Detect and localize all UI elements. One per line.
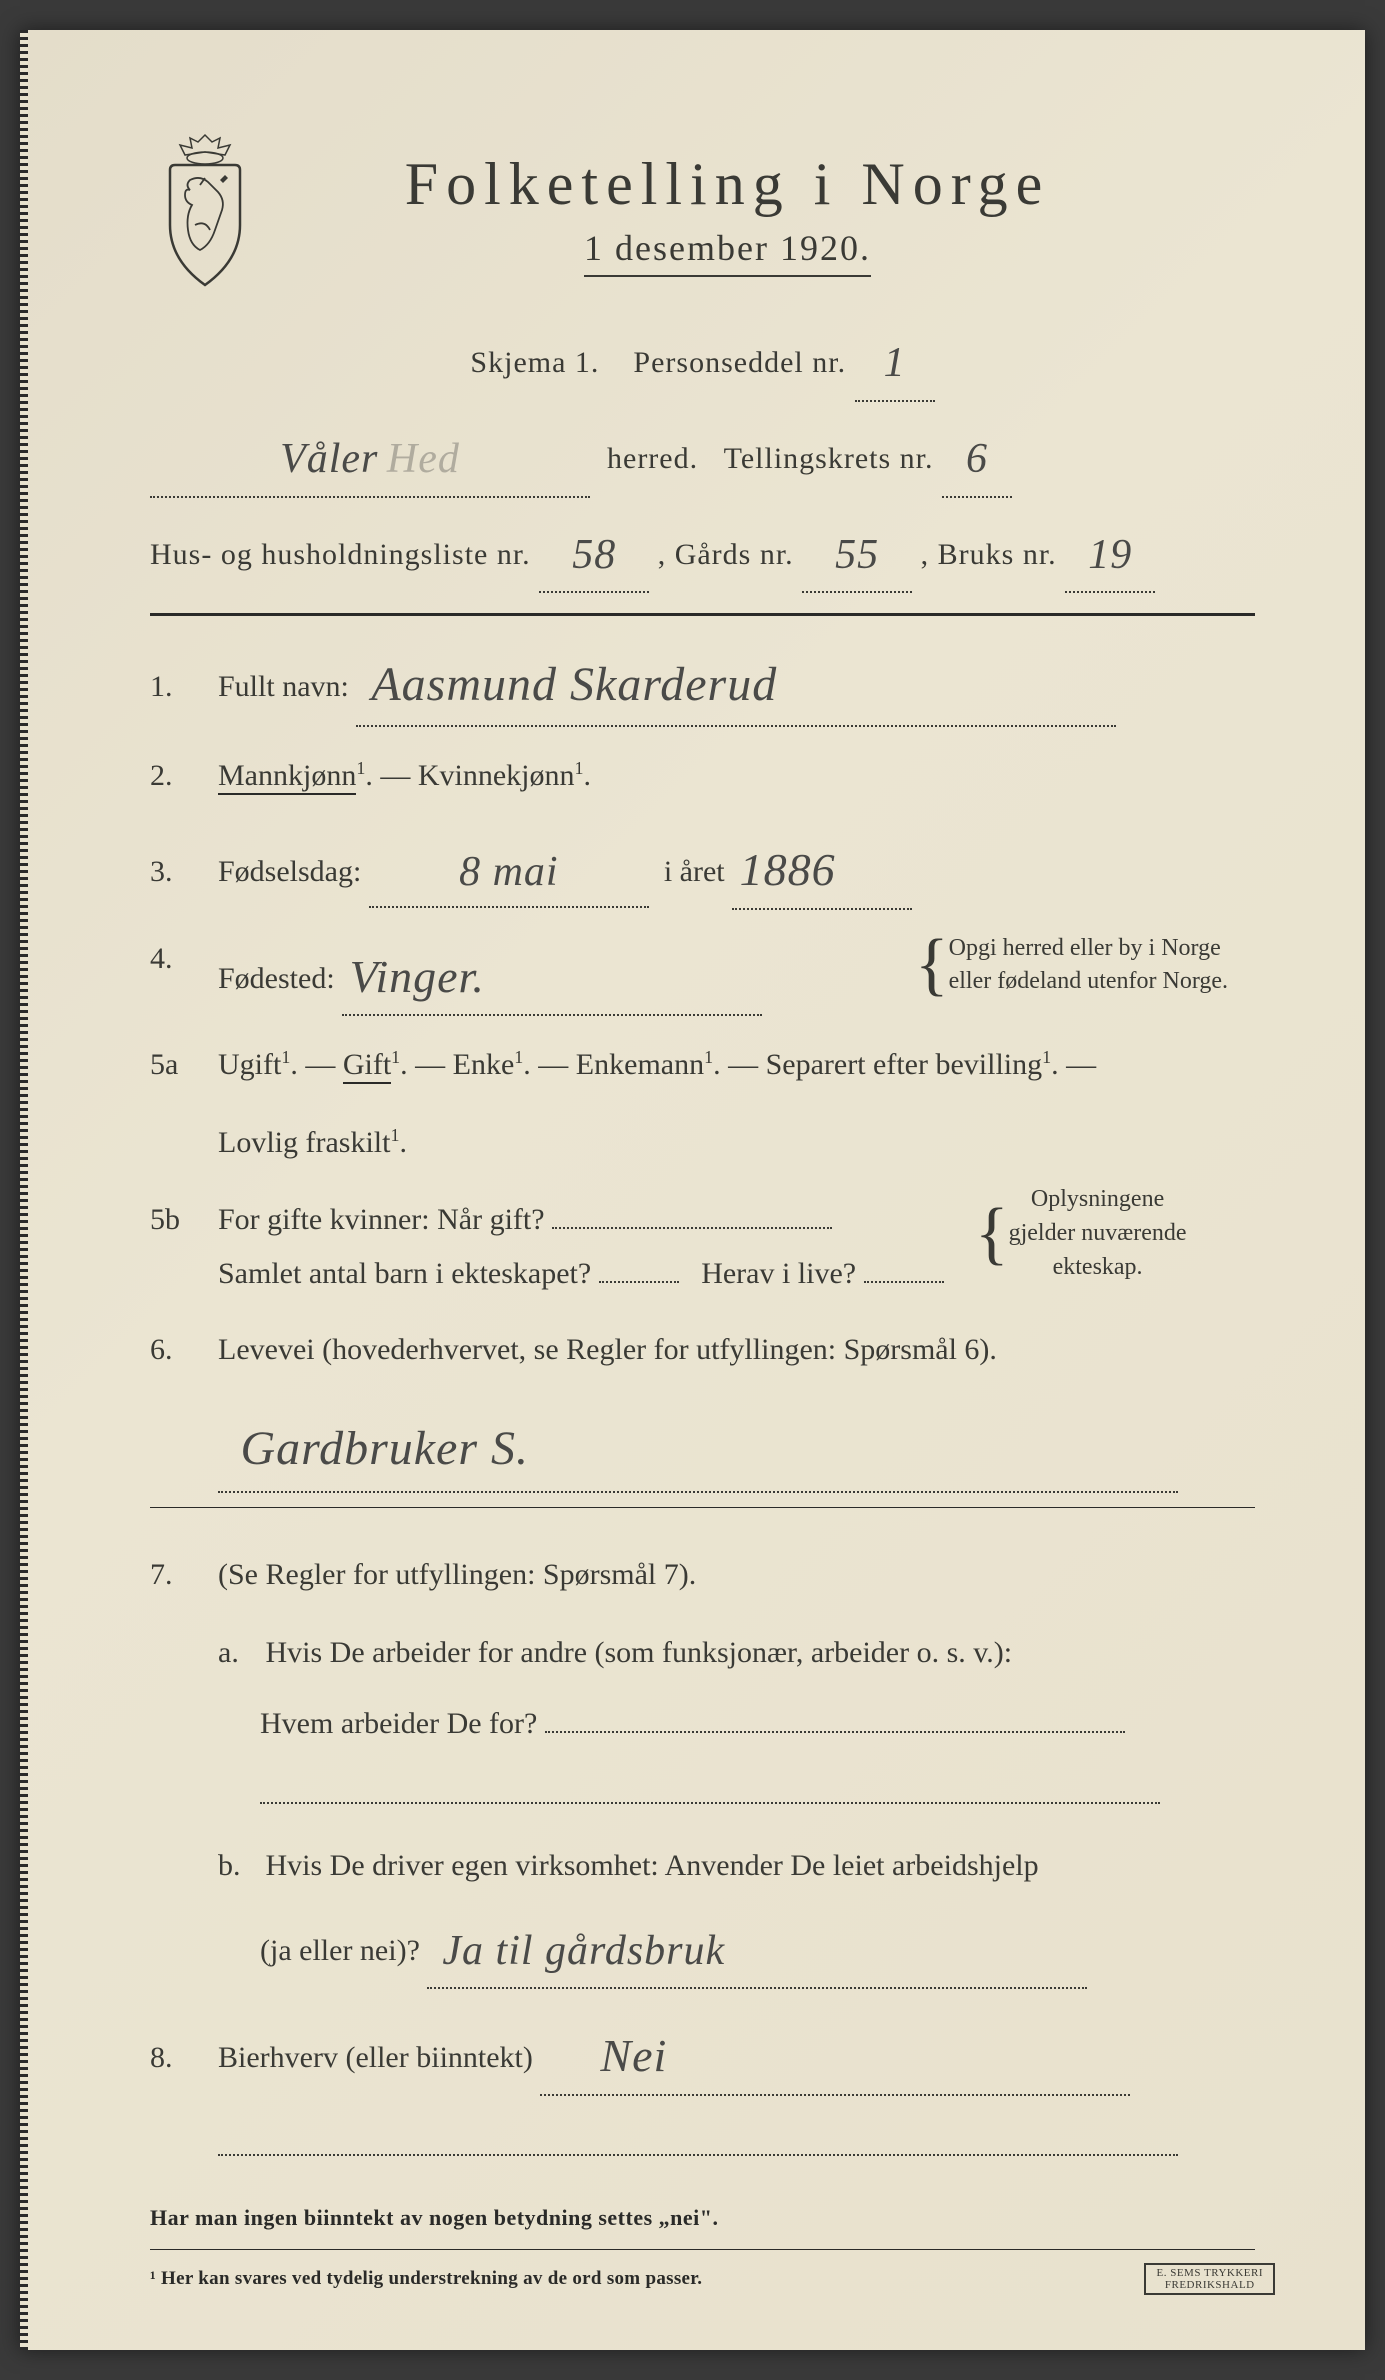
q2-num: 2. — [150, 749, 200, 803]
q7-line: 7. (Se Regler for utfyllingen: Spørsmål … — [150, 1548, 1255, 1602]
q7b-num: b. — [218, 1837, 258, 1894]
q2-mann: Mannkjønn — [218, 759, 356, 795]
meta-herred-line: Våler Hed herred. Tellingskrets nr. 6 — [150, 416, 1255, 498]
gards-nr: 55 — [835, 532, 879, 578]
herred-value: Våler — [280, 436, 378, 482]
q5a-line: 5a Ugift1. — Gift1. — Enke1. — Enkemann1… — [150, 1038, 1255, 1092]
q3-label: Fødselsdag: — [218, 855, 361, 888]
q5a-separert: Separert efter bevilling — [766, 1048, 1043, 1081]
q5a-line2: Lovlig fraskilt1. — [150, 1114, 1255, 1171]
q7-num: 7. — [150, 1548, 200, 1602]
bruks-label: , Bruks nr. — [921, 538, 1057, 571]
personseddel-label: Personseddel nr. — [633, 346, 846, 379]
q1-line: 1. Fullt navn: Aasmund Skarderud — [150, 638, 1255, 726]
divider — [150, 1507, 1255, 1508]
q3-day: 8 mai — [459, 849, 559, 895]
page-subtitle: 1 desember 1920. — [584, 227, 871, 277]
q7b-line2: (ja eller nei)? Ja til gårdsbruk — [150, 1908, 1255, 1990]
q3-num: 3. — [150, 845, 200, 899]
q7a-num: a. — [218, 1624, 258, 1681]
footnote-2: ¹ Her kan svares ved tydelig understrekn… — [150, 2268, 1255, 2290]
q5b-l2b: Herav i live? — [701, 1257, 856, 1290]
q6-value-line: Gardbruker S. — [150, 1399, 1255, 1492]
tellingskrets-label: Tellingskrets nr. — [724, 442, 934, 475]
q4-label: Fødested: — [218, 962, 335, 995]
personseddel-nr: 1 — [884, 340, 906, 386]
title-block: Folketelling i Norge 1 desember 1920. — [300, 150, 1255, 277]
q1-value: Aasmund Skarderud — [371, 658, 777, 711]
q4-line: 4. Fødested: Vinger. { Opgi herred eller… — [150, 932, 1255, 1017]
hush-label: Hus- og husholdningsliste nr. — [150, 538, 531, 571]
q5a-num: 5a — [150, 1038, 200, 1092]
q5a-ugift: Ugift — [218, 1048, 281, 1081]
divider — [150, 2249, 1255, 2250]
meta-skjema-line: Skjema 1. Personseddel nr. 1 — [150, 320, 1255, 402]
q8-value: Nei — [600, 2030, 667, 2081]
q3-line: 3. Fødselsdag: 8 mai i året 1886 — [150, 825, 1255, 910]
skjema-label: Skjema 1. — [470, 346, 599, 379]
q7a-line3 — [150, 1766, 1255, 1823]
meta-hush-line: Hus- og husholdningsliste nr. 58 , Gårds… — [150, 512, 1255, 594]
q7b-line1: b. Hvis De driver egen virksomhet: Anven… — [150, 1837, 1255, 1894]
q4-note: { Opgi herred eller by i Norge eller fød… — [915, 932, 1255, 999]
q6-label: Levevei (hovederhvervet, se Regler for u… — [218, 1333, 997, 1366]
tellingskrets-nr: 6 — [966, 436, 988, 482]
q2-line: 2. Mannkjønn1. — Kvinnekjønn1. — [150, 749, 1255, 803]
q7a-line1: a. Hvis De arbeider for andre (som funks… — [150, 1624, 1255, 1681]
q5a-gift: Gift — [343, 1048, 391, 1084]
q5b-num: 5b — [150, 1193, 200, 1247]
q5a-enke: Enke — [453, 1048, 515, 1081]
q5b-l1: For gifte kvinner: Når gift? — [218, 1203, 545, 1236]
q8-line: 8. Bierhverv (eller biinntekt) Nei — [150, 2011, 1255, 2096]
q5a-enkemann: Enkemann — [576, 1048, 704, 1081]
q7a-l1: Hvis De arbeider for andre (som funksjon… — [266, 1636, 1013, 1669]
printer-stamp: E. SEMS TRYKKERI FREDRIKSHALD — [1144, 2263, 1275, 2295]
q7b-l2: (ja eller nei)? — [260, 1934, 420, 1967]
q7a-line2: Hvem arbeider De for? — [150, 1695, 1255, 1752]
q6-num: 6. — [150, 1323, 200, 1377]
q1-num: 1. — [150, 660, 200, 714]
footnote-1: Har man ingen biinntekt av nogen betydni… — [150, 2205, 1255, 2231]
q5a-lovlig: Lovlig fraskilt — [218, 1126, 390, 1159]
divider — [150, 613, 1255, 616]
gards-label: , Gårds nr. — [658, 538, 794, 571]
q2-kvinne: Kvinnekjønn — [418, 759, 575, 792]
hush-nr: 58 — [572, 532, 616, 578]
q6-value: Gardbruker S. — [241, 1422, 530, 1475]
q5b-line: 5b { Oplysningene gjelder nuværende ekte… — [150, 1193, 1255, 1301]
q8-num: 8. — [150, 2031, 200, 2085]
q4-num: 4. — [150, 932, 200, 986]
q1-label: Fullt navn: — [218, 670, 349, 703]
q3-year-label: i året — [664, 855, 725, 888]
bruks-nr: 19 — [1088, 532, 1132, 578]
q3-year: 1886 — [740, 844, 836, 895]
coat-of-arms-icon — [150, 130, 260, 290]
q7a-l2: Hvem arbeider De for? — [260, 1707, 537, 1740]
census-form-page: Folketelling i Norge 1 desember 1920. Sk… — [20, 30, 1365, 2350]
page-header: Folketelling i Norge 1 desember 1920. — [150, 150, 1255, 290]
q6-line: 6. Levevei (hovederhvervet, se Regler fo… — [150, 1323, 1255, 1377]
herred-faint: Hed — [387, 436, 460, 482]
q5b-note: { Oplysningene gjelder nuværende ekteska… — [975, 1183, 1255, 1284]
q5b-l2a: Samlet antal barn i ekteskapet? — [218, 1257, 591, 1290]
q8-label: Bierhverv (eller biinntekt) — [218, 2041, 533, 2074]
q8-line2 — [150, 2118, 1255, 2175]
q7-label: (Se Regler for utfyllingen: Spørsmål 7). — [218, 1558, 696, 1591]
herred-label: herred. — [607, 442, 698, 475]
q7b-l1: Hvis De driver egen virksomhet: Anvender… — [266, 1849, 1039, 1882]
q7b-value: Ja til gårdsbruk — [442, 1928, 725, 1974]
page-title: Folketelling i Norge — [300, 150, 1155, 219]
q4-value: Vinger. — [350, 951, 485, 1002]
